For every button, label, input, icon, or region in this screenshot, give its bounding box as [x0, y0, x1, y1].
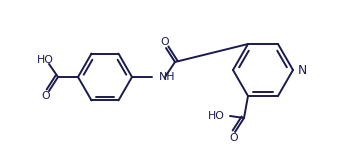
Text: O: O: [161, 37, 169, 47]
Text: HO: HO: [36, 55, 54, 65]
Text: O: O: [42, 91, 50, 101]
Text: N: N: [298, 64, 307, 77]
Text: NH: NH: [159, 72, 176, 82]
Text: O: O: [230, 133, 238, 143]
Text: HO: HO: [208, 111, 225, 121]
